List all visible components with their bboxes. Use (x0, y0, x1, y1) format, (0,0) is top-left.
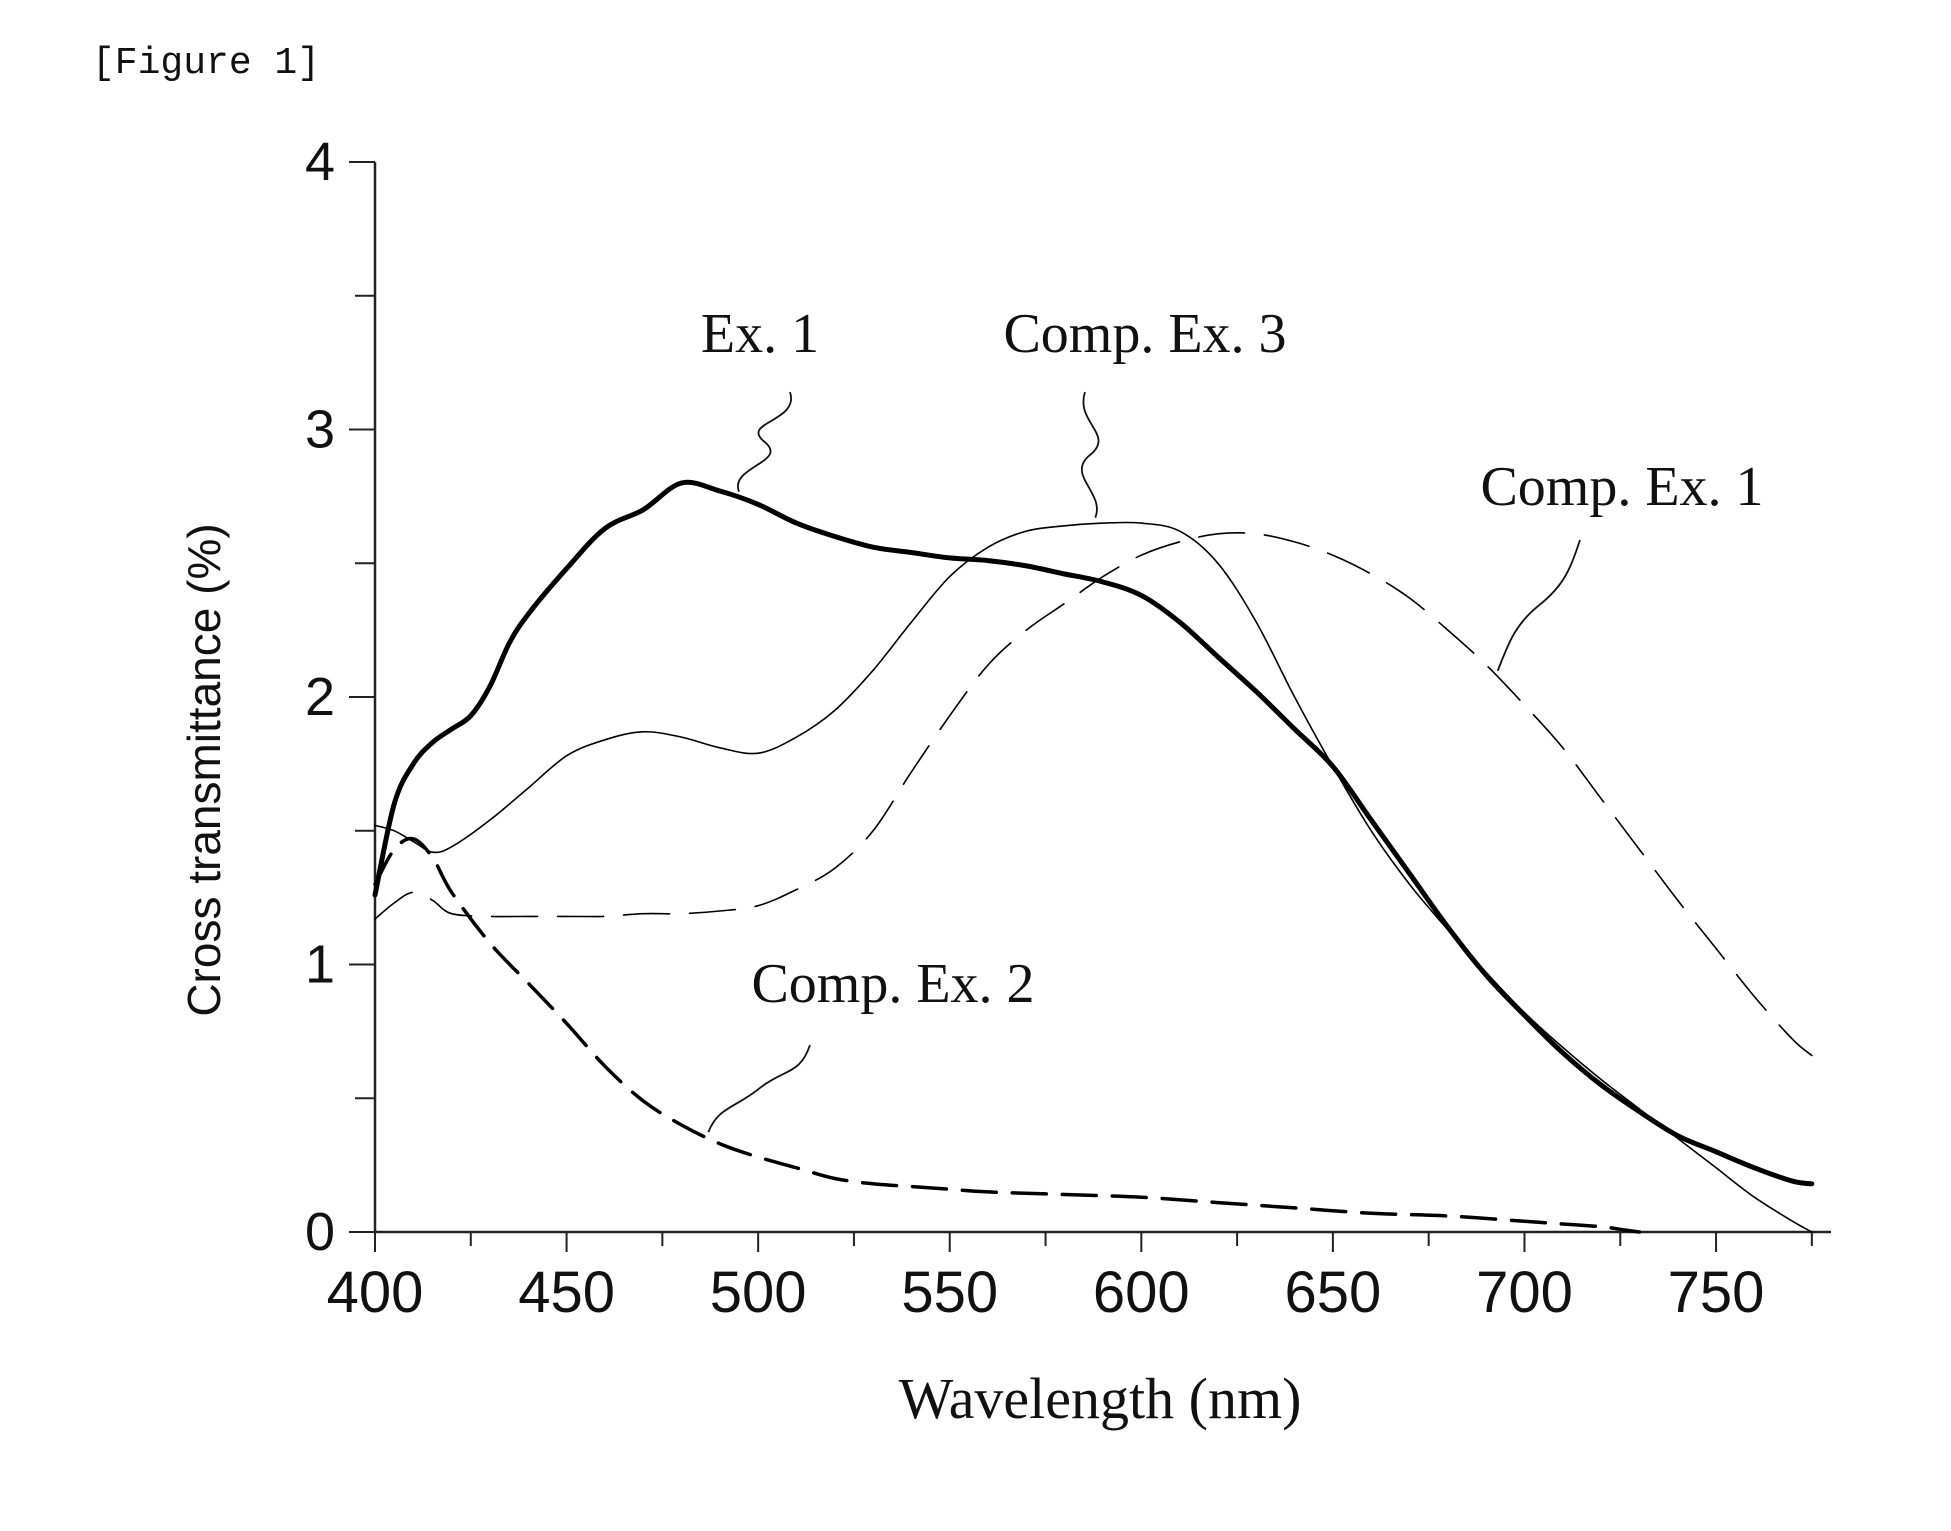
callout-leader-line (738, 392, 791, 492)
series-callout-label: Comp. Ex. 3 (1003, 303, 1286, 365)
y-tick-label: 4 (305, 132, 335, 192)
x-tick-label: 700 (1476, 1260, 1573, 1325)
series-line-comp-ex-1 (375, 533, 1812, 1056)
x-tick-label: 650 (1285, 1260, 1382, 1325)
x-tick-label: 500 (710, 1260, 807, 1325)
callout-leader-line (1082, 392, 1099, 518)
y-axis-label: Cross transmittance (%) (178, 523, 230, 1016)
x-axis-label: Wavelength (nm) (899, 1366, 1302, 1431)
series-callout-label: Comp. Ex. 1 (1480, 456, 1763, 518)
y-tick-label: 3 (305, 400, 335, 460)
chart-annotations: Ex. 1 Comp. Ex. 3 Comp. Ex. 1 Comp. Ex. 2 (701, 303, 1764, 1132)
series-line-comp-ex-3 (375, 522, 1812, 1232)
series-callout-label: Ex. 1 (701, 303, 819, 365)
series-line-ex-1 (375, 482, 1812, 1184)
x-tick-label: 400 (327, 1260, 424, 1325)
chart-series (375, 482, 1812, 1232)
x-tick-label: 600 (1093, 1260, 1190, 1325)
x-tick-label: 450 (518, 1260, 615, 1325)
line-chart: 0 1 2 3 4 400 450 500 550 600 650 700 750 Ex. 1 Comp.… (0, 0, 1951, 1531)
y-tick-label: 1 (305, 935, 335, 995)
y-tick-label: 0 (305, 1202, 335, 1262)
series-line-comp-ex-2 (375, 839, 1639, 1232)
callout-leader-line (1498, 540, 1580, 671)
callout-leader-line (708, 1045, 810, 1132)
y-tick-label: 2 (305, 667, 335, 727)
x-tick-label: 550 (901, 1260, 998, 1325)
x-tick-label: 750 (1668, 1260, 1765, 1325)
series-callout-label: Comp. Ex. 2 (751, 953, 1034, 1015)
